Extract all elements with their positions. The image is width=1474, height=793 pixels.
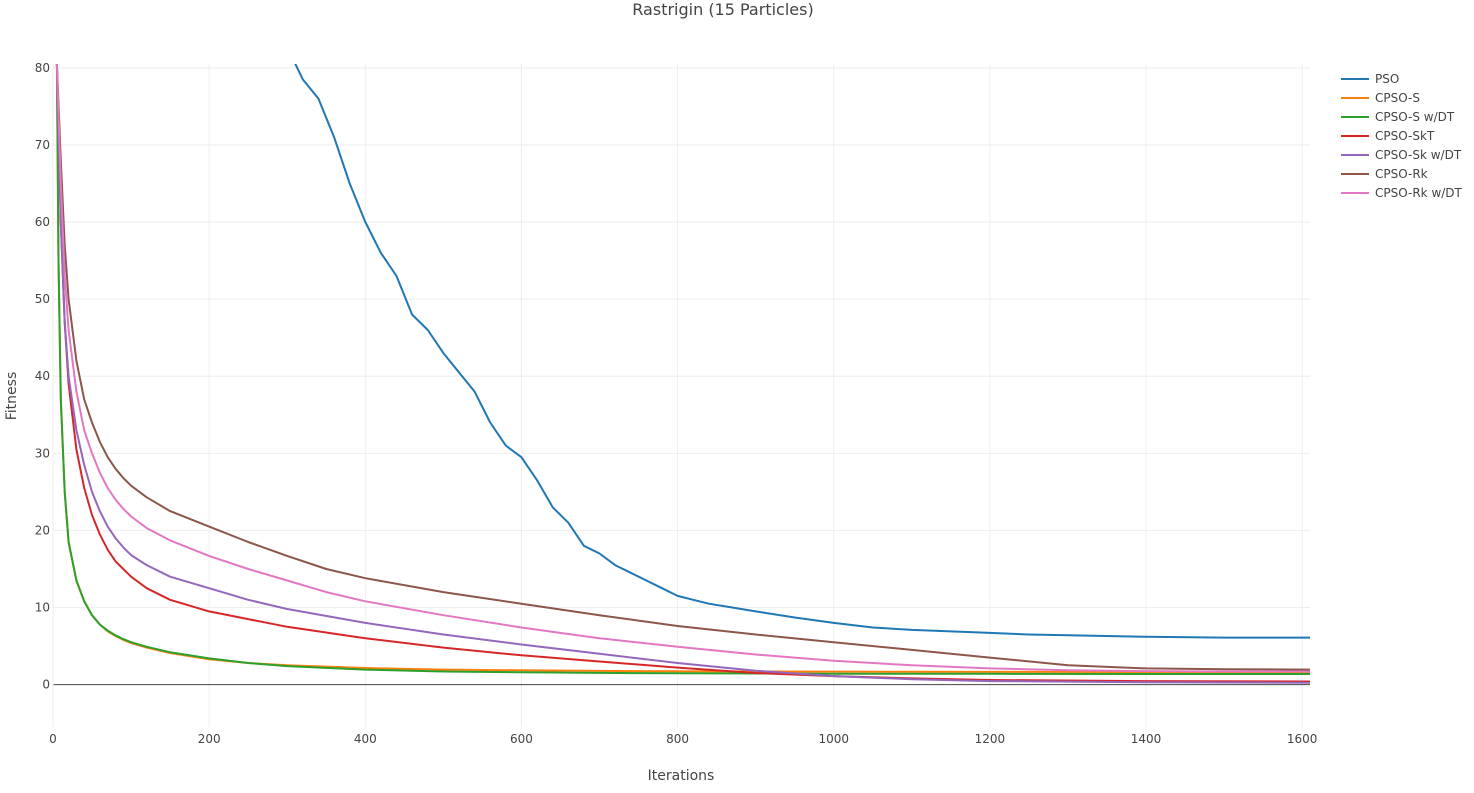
y-tick-label: 40 (35, 369, 50, 383)
legend-item-label: PSO (1375, 72, 1399, 86)
legend: PSO CPSO-S CPSO-S w/DT CPSO-SkT CPSO-Sk w/DT… (1341, 72, 1463, 200)
x-tick-label: 200 (198, 732, 221, 746)
legend-item-label: CPSO-Rk (1375, 167, 1428, 181)
y-axis-label: Fitness (4, 372, 20, 421)
y-tick-label: 50 (35, 292, 50, 306)
series-line-cpso-sk-w-dt (55, 64, 1310, 684)
x-tick-label: 600 (510, 732, 533, 746)
y-tick-label: 10 (35, 601, 50, 615)
x-tick-label: 1200 (975, 732, 1006, 746)
legend-item-label: CPSO-Sk w/DT (1375, 148, 1462, 162)
x-tick-label: 1000 (818, 732, 849, 746)
x-axis-label: Iterations (648, 768, 715, 784)
y-tick-label: 20 (35, 523, 50, 537)
plot-area (55, 64, 1310, 684)
legend-item-label: CPSO-S (1375, 91, 1420, 105)
legend-item-label: CPSO-SkT (1375, 129, 1435, 143)
x-tick-label: 800 (666, 732, 689, 746)
grid (52, 64, 1310, 727)
series-line-cpso-rk (55, 64, 1310, 671)
series-line-cpso-s-w-dt (55, 64, 1310, 675)
series-line-cpso-s (55, 64, 1310, 674)
x-tick-label: 1400 (1131, 732, 1162, 746)
y-tick-label: 80 (35, 61, 50, 75)
series-line-pso (294, 64, 1310, 639)
legend-item-label: CPSO-S w/DT (1375, 110, 1455, 124)
y-tick-label: 30 (35, 446, 50, 460)
tick-labels: 0 200 400 600 800 1000 1200 1400 1600 0 10 20 30 40 50… (35, 61, 1318, 746)
legend-item-label: CPSO-Rk w/DT (1375, 186, 1463, 200)
y-tick-label: 60 (35, 215, 50, 229)
x-tick-label: 400 (354, 732, 377, 746)
series-line-cpso-skt (55, 64, 1310, 683)
chart-title: Rastrigin (15 Particles) (632, 0, 813, 19)
y-tick-label: 0 (42, 678, 50, 692)
x-tick-label: 0 (49, 732, 57, 746)
x-tick-label: 1600 (1287, 732, 1318, 746)
series-line-cpso-rk-w-dt (55, 64, 1310, 673)
y-tick-label: 70 (35, 138, 50, 152)
